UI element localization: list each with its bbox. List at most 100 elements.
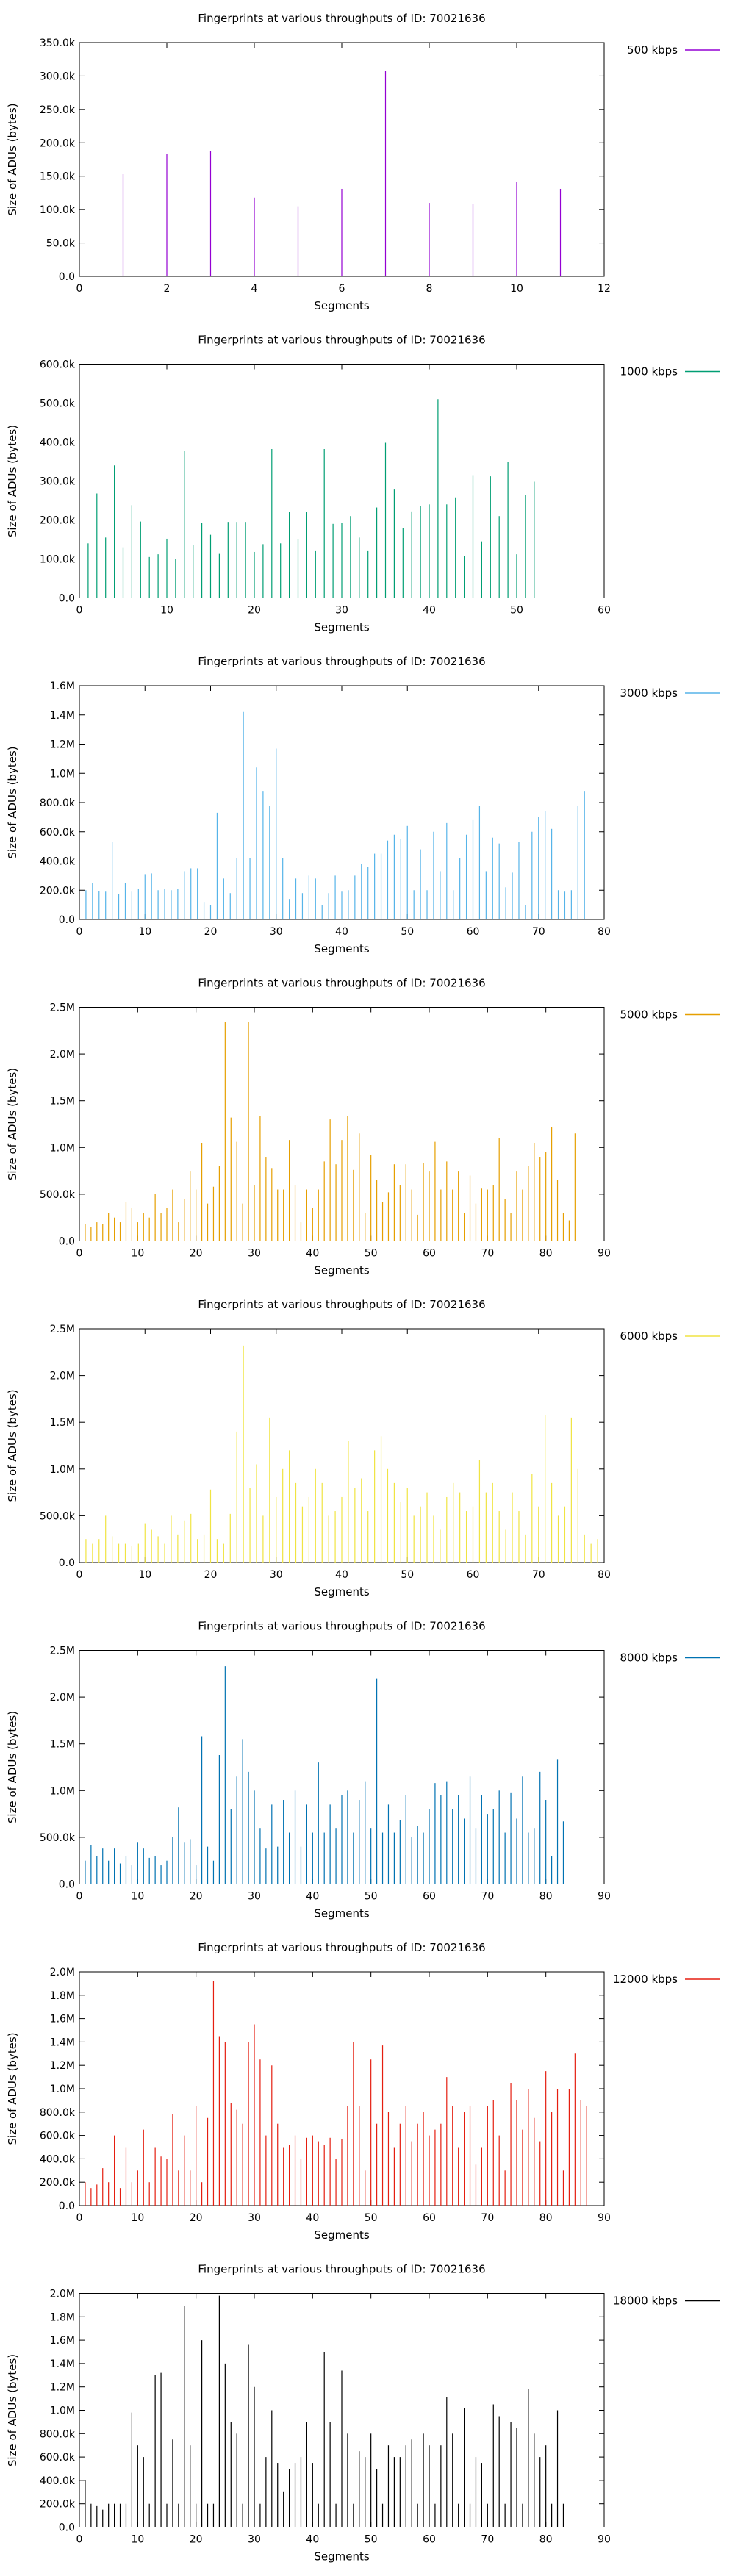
chart-title: Fingerprints at various throughputs of I… — [198, 977, 485, 990]
y-tick-label: 1.2M — [50, 2382, 75, 2394]
x-tick-label: 8 — [426, 283, 433, 295]
y-tick-label: 2.5M — [50, 1002, 75, 1014]
x-tick-label: 10 — [138, 926, 151, 938]
y-tick-label: 1.4M — [50, 2358, 75, 2370]
x-tick-label: 60 — [423, 2212, 436, 2224]
chart-title: Fingerprints at various throughputs of I… — [198, 1298, 485, 1311]
x-tick-label: 40 — [306, 1248, 319, 1260]
y-tick-label: 100.0k — [40, 204, 76, 216]
y-tick-label: 2.0M — [50, 1692, 75, 1704]
x-tick-label: 40 — [306, 2534, 319, 2546]
x-tick-label: 40 — [335, 926, 348, 938]
x-tick-label: 0 — [76, 283, 83, 295]
y-tick-label: 100.0k — [40, 554, 76, 566]
x-tick-label: 70 — [481, 2534, 494, 2546]
x-tick-label: 40 — [306, 2212, 319, 2224]
chart-title: Fingerprints at various throughputs of I… — [198, 1941, 485, 1954]
y-tick-label: 1.0M — [50, 768, 75, 780]
plot-frame — [79, 685, 605, 920]
y-tick-label: 350.0k — [40, 37, 76, 49]
x-tick-label: 90 — [598, 2534, 611, 2546]
x-tick-label: 60 — [467, 926, 480, 938]
x-tick-label: 30 — [248, 2212, 261, 2224]
y-tick-label: 500.0k — [40, 1189, 76, 1201]
y-tick-label: 1.0M — [50, 2084, 75, 2095]
y-axis-label: Size of ADUs (bytes) — [6, 1389, 19, 1502]
x-axis-label: Segments — [314, 299, 370, 312]
x-tick-label: 60 — [467, 1569, 480, 1581]
x-tick-label: 60 — [598, 605, 611, 617]
x-tick-label: 50 — [365, 2212, 378, 2224]
x-tick-label: 30 — [248, 1891, 261, 1903]
x-tick-label: 70 — [532, 1569, 545, 1581]
y-tick-label: 1.6M — [50, 2014, 75, 2026]
x-tick-label: 30 — [248, 1248, 261, 1260]
y-tick-label: 500.0k — [40, 1510, 76, 1522]
legend-label: 18000 kbps — [613, 2295, 678, 2308]
y-tick-label: 1.2M — [50, 2060, 75, 2072]
x-tick-label: 0 — [76, 2534, 83, 2546]
x-tick-label: 80 — [598, 926, 611, 938]
x-tick-label: 70 — [481, 1891, 494, 1903]
x-tick-label: 90 — [598, 1248, 611, 1260]
x-tick-label: 0 — [76, 2212, 83, 2224]
y-tick-label: 0.0 — [59, 1557, 75, 1569]
y-axis-label: Size of ADUs (bytes) — [6, 425, 19, 537]
y-tick-label: 600.0k — [40, 827, 76, 839]
x-tick-label: 20 — [190, 2534, 203, 2546]
y-tick-label: 50.0k — [46, 238, 76, 250]
x-tick-label: 12 — [598, 283, 611, 295]
y-tick-label: 0.0 — [59, 2200, 75, 2212]
x-tick-label: 60 — [423, 1891, 436, 1903]
y-tick-label: 800.0k — [40, 2107, 76, 2119]
x-tick-label: 90 — [598, 1891, 611, 1903]
y-tick-label: 1.4M — [50, 2037, 75, 2048]
x-tick-label: 90 — [598, 2212, 611, 2224]
y-tick-label: 0.0 — [59, 1236, 75, 1248]
y-tick-label: 800.0k — [40, 2428, 76, 2440]
y-tick-label: 2.0M — [50, 1967, 75, 1978]
x-tick-label: 50 — [510, 605, 523, 617]
y-axis-label: Size of ADUs (bytes) — [6, 1711, 19, 1823]
y-tick-label: 1.8M — [50, 2311, 75, 2323]
y-tick-label: 0.0 — [59, 271, 75, 283]
y-tick-label: 1.4M — [50, 710, 75, 722]
x-tick-label: 30 — [248, 2534, 261, 2546]
x-tick-label: 20 — [190, 1248, 203, 1260]
x-tick-label: 2 — [164, 283, 171, 295]
x-tick-label: 20 — [248, 605, 261, 617]
y-tick-label: 1.5M — [50, 1739, 75, 1751]
y-tick-label: 300.0k — [40, 476, 76, 488]
y-tick-label: 1.5M — [50, 1417, 75, 1429]
x-tick-label: 50 — [401, 926, 414, 938]
chart-title: Fingerprints at various throughputs of I… — [198, 1620, 485, 1633]
x-tick-label: 40 — [423, 605, 436, 617]
x-tick-label: 10 — [131, 1248, 144, 1260]
y-tick-label: 400.0k — [40, 2153, 76, 2165]
chart-panel-1: Fingerprints at various throughputs of I… — [6, 12, 720, 312]
x-axis-label: Segments — [314, 2228, 370, 2242]
y-tick-label: 600.0k — [40, 2452, 76, 2464]
x-tick-label: 10 — [510, 283, 523, 295]
y-tick-label: 1.0M — [50, 1142, 75, 1154]
x-tick-label: 70 — [481, 2212, 494, 2224]
x-tick-label: 0 — [76, 926, 83, 938]
y-tick-label: 1.0M — [50, 2405, 75, 2417]
x-tick-label: 0 — [76, 1891, 83, 1903]
x-tick-label: 30 — [270, 1569, 283, 1581]
y-tick-label: 0.0 — [59, 593, 75, 605]
chart-panel-4: Fingerprints at various throughputs of I… — [6, 977, 720, 1277]
x-axis-label: Segments — [314, 1907, 370, 1920]
chart-title: Fingerprints at various throughputs of I… — [198, 12, 485, 25]
y-tick-label: 2.5M — [50, 1646, 75, 1657]
y-tick-label: 800.0k — [40, 797, 76, 809]
legend-label: 6000 kbps — [620, 1330, 678, 1343]
x-tick-label: 0 — [76, 1569, 83, 1581]
y-tick-label: 1.6M — [50, 2335, 75, 2347]
chart-panel-6: Fingerprints at various throughputs of I… — [6, 1620, 720, 1920]
chart-title: Fingerprints at various throughputs of I… — [198, 334, 485, 347]
x-tick-label: 70 — [481, 1248, 494, 1260]
y-tick-label: 400.0k — [40, 2475, 76, 2487]
